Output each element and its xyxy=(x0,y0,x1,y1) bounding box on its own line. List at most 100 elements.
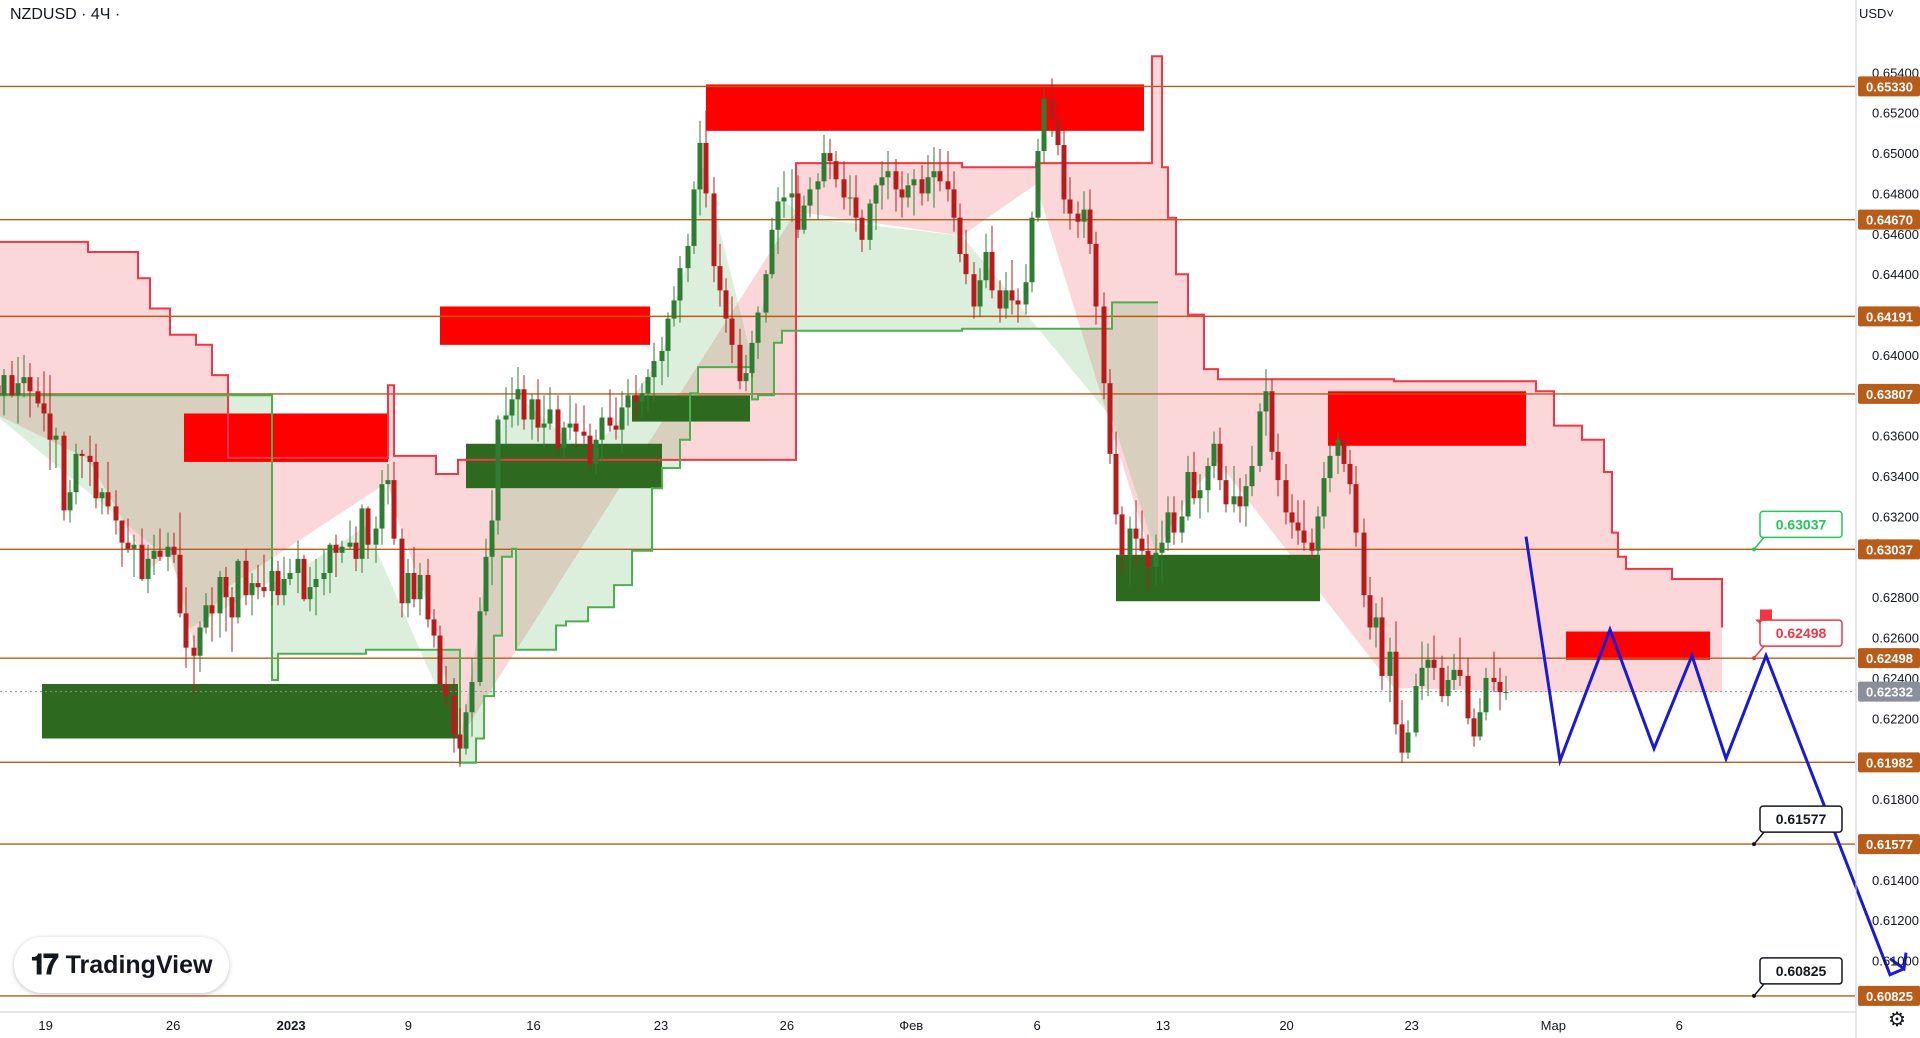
price-note-label: 0.62498 xyxy=(1776,625,1827,641)
candle-body xyxy=(997,290,1003,309)
candle-body xyxy=(359,508,365,559)
candle-body xyxy=(353,542,359,559)
bullish-trailing-stop xyxy=(0,301,1158,764)
candle-body xyxy=(105,492,111,507)
candle-198 xyxy=(1165,496,1171,551)
price-tick-label: 0.61000 xyxy=(1872,954,1919,969)
time-tick-label: 26 xyxy=(780,1018,794,1033)
candle-25 xyxy=(41,371,47,432)
candle-body xyxy=(41,403,47,414)
level-badge xyxy=(1858,648,1920,669)
candle-201 xyxy=(1185,455,1191,521)
candle-147 xyxy=(833,151,839,188)
support-zone-1 xyxy=(42,684,458,739)
candle-body xyxy=(607,417,613,426)
candle-157 xyxy=(899,171,905,218)
candle-211 xyxy=(1249,445,1255,497)
candle-207 xyxy=(1223,465,1229,513)
candle-body xyxy=(737,344,743,382)
level-badge-label: 0.62498 xyxy=(1866,651,1913,666)
candle-body xyxy=(1249,465,1255,487)
candle-75 xyxy=(365,506,371,559)
tradingview-logo[interactable]: 𝟏𝟕 TradingView xyxy=(14,937,229,993)
candle-155 xyxy=(885,151,891,200)
candle-body xyxy=(1223,480,1229,505)
candle-208 xyxy=(1231,465,1237,513)
candle-body xyxy=(639,393,645,402)
candle-104 xyxy=(555,395,561,452)
time-tick-label: 6 xyxy=(1033,1018,1040,1033)
price-note-label: 0.60825 xyxy=(1776,963,1827,979)
time-tick-label: 19 xyxy=(38,1018,52,1033)
candle-239 xyxy=(1431,635,1437,680)
candle-body xyxy=(287,572,293,580)
candle-body xyxy=(1061,144,1067,200)
candle-109 xyxy=(587,423,593,468)
candle-171 xyxy=(989,225,995,299)
candle-153 xyxy=(873,183,879,230)
candle-205 xyxy=(1211,431,1217,479)
candle-140 xyxy=(789,169,795,222)
candle-body xyxy=(581,431,587,436)
candle-190 xyxy=(1113,431,1119,525)
candle-body xyxy=(425,574,431,620)
candle-122 xyxy=(671,286,677,327)
candle-31 xyxy=(79,449,85,479)
level-badge xyxy=(1858,985,1920,1006)
candle-body xyxy=(1029,217,1035,283)
candle-223 xyxy=(1327,445,1333,493)
candle-body xyxy=(989,251,995,291)
price-axis[interactable]: 0.654000.652000.650000.648000.646000.644… xyxy=(1855,0,1920,1038)
price-tick-label: 0.64800 xyxy=(1872,186,1919,201)
candle-181 xyxy=(1055,100,1061,156)
candle-body xyxy=(347,542,353,547)
gear-icon[interactable]: ⚙ xyxy=(1888,1009,1906,1031)
candle-body xyxy=(1191,472,1197,499)
candle-body xyxy=(521,389,527,420)
candle-151 xyxy=(859,209,865,252)
candle-217 xyxy=(1289,494,1295,539)
candle-body xyxy=(1263,391,1269,412)
candle-body xyxy=(223,577,229,598)
resistance-zone-5 xyxy=(706,84,1144,131)
level-badge-label: 0.60825 xyxy=(1866,989,1913,1004)
candle-24 xyxy=(35,377,41,408)
currency-selector[interactable]: USD˅ xyxy=(1858,6,1894,21)
candle-221 xyxy=(1315,506,1321,557)
candle-body xyxy=(1399,724,1405,753)
candle-body xyxy=(411,572,417,600)
candle-body xyxy=(911,179,917,186)
candle-body xyxy=(1301,530,1307,543)
symbol-label[interactable]: NZDUSD · 4Ч · xyxy=(10,6,121,23)
candle-142 xyxy=(801,195,807,234)
candle-body xyxy=(859,217,865,240)
candle-43 xyxy=(157,528,163,561)
candle-body xyxy=(1119,514,1125,555)
candle-body xyxy=(1471,718,1477,737)
candle-body xyxy=(177,554,183,614)
time-axis[interactable]: 19 26 2023 9 16 23 26 Фев 6 13 20 23 Мар 6 xyxy=(0,1011,1856,1033)
candle-125 xyxy=(691,181,697,254)
candle-112 xyxy=(607,389,613,432)
time-tick-label: 2023 xyxy=(277,1018,306,1033)
candle-95 xyxy=(495,415,501,535)
time-tick-label: 20 xyxy=(1279,1018,1293,1033)
candle-158 xyxy=(905,173,911,208)
candle-body xyxy=(1425,659,1431,668)
resistance-zone-8 xyxy=(1566,631,1710,660)
candle-98 xyxy=(515,367,521,426)
candle-228 xyxy=(1361,518,1367,608)
candle-111 xyxy=(599,407,605,462)
candle-body xyxy=(431,619,437,636)
candle-body xyxy=(1237,496,1243,507)
candle-26 xyxy=(47,375,53,471)
candle-body xyxy=(1041,98,1047,152)
candle-body xyxy=(651,360,657,378)
bearish-trailing-stop xyxy=(0,55,1723,628)
candle-85 xyxy=(431,609,437,648)
candle-184 xyxy=(1075,201,1081,238)
candle-80 xyxy=(399,528,405,618)
candle-body xyxy=(489,520,495,557)
candle-body xyxy=(1419,667,1425,687)
